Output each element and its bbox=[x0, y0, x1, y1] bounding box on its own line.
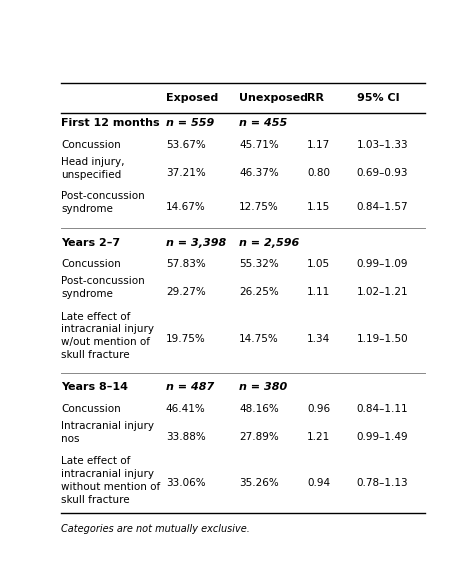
Text: 55.32%: 55.32% bbox=[239, 259, 279, 269]
Text: 26.25%: 26.25% bbox=[239, 287, 279, 297]
Text: 12.75%: 12.75% bbox=[239, 202, 279, 212]
Text: Post-concussion
syndrome: Post-concussion syndrome bbox=[61, 191, 145, 214]
Text: n = 3,398: n = 3,398 bbox=[166, 238, 226, 248]
Text: 0.84–1.57: 0.84–1.57 bbox=[357, 202, 409, 212]
Text: 95% CI: 95% CI bbox=[357, 93, 400, 103]
Text: n = 559: n = 559 bbox=[166, 118, 214, 128]
Text: 1.21: 1.21 bbox=[307, 432, 330, 442]
Text: 0.84–1.11: 0.84–1.11 bbox=[357, 404, 409, 414]
Text: Late effect of
intracranial injury
w/out mention of
skull fracture: Late effect of intracranial injury w/out… bbox=[61, 311, 154, 360]
Text: 1.03–1.33: 1.03–1.33 bbox=[357, 140, 409, 150]
Text: 35.26%: 35.26% bbox=[239, 479, 279, 489]
Text: 33.06%: 33.06% bbox=[166, 479, 205, 489]
Text: Concussion: Concussion bbox=[61, 404, 121, 414]
Text: 14.75%: 14.75% bbox=[239, 334, 279, 344]
Text: Years 8–14: Years 8–14 bbox=[61, 382, 128, 392]
Text: 29.27%: 29.27% bbox=[166, 287, 206, 297]
Text: Exposed: Exposed bbox=[166, 93, 218, 103]
Text: Unexposed: Unexposed bbox=[239, 93, 308, 103]
Text: 53.67%: 53.67% bbox=[166, 140, 206, 150]
Text: 27.89%: 27.89% bbox=[239, 432, 279, 442]
Text: First 12 months: First 12 months bbox=[61, 118, 160, 128]
Text: Intracranial injury
nos: Intracranial injury nos bbox=[61, 421, 154, 444]
Text: Categories are not mutually exclusive.: Categories are not mutually exclusive. bbox=[61, 524, 250, 534]
Text: 1.15: 1.15 bbox=[307, 202, 330, 212]
Text: Late effect of
intracranial injury
without mention of
skull fracture: Late effect of intracranial injury witho… bbox=[61, 456, 160, 504]
Text: 1.17: 1.17 bbox=[307, 140, 330, 150]
Text: 1.34: 1.34 bbox=[307, 334, 330, 344]
Text: 14.67%: 14.67% bbox=[166, 202, 206, 212]
Text: 1.05: 1.05 bbox=[307, 259, 330, 269]
Text: 37.21%: 37.21% bbox=[166, 168, 206, 178]
Text: n = 455: n = 455 bbox=[239, 118, 288, 128]
Text: 0.69–0.93: 0.69–0.93 bbox=[357, 168, 408, 178]
Text: 0.99–1.49: 0.99–1.49 bbox=[357, 432, 409, 442]
Text: 45.71%: 45.71% bbox=[239, 140, 279, 150]
Text: 33.88%: 33.88% bbox=[166, 432, 206, 442]
Text: 48.16%: 48.16% bbox=[239, 404, 279, 414]
Text: Concussion: Concussion bbox=[61, 140, 121, 150]
Text: 46.41%: 46.41% bbox=[166, 404, 206, 414]
Text: 1.02–1.21: 1.02–1.21 bbox=[357, 287, 409, 297]
Text: n = 380: n = 380 bbox=[239, 382, 288, 392]
Text: n = 487: n = 487 bbox=[166, 382, 214, 392]
Text: 57.83%: 57.83% bbox=[166, 259, 206, 269]
Text: 0.94: 0.94 bbox=[307, 479, 330, 489]
Text: RR: RR bbox=[307, 93, 324, 103]
Text: Post-concussion
syndrome: Post-concussion syndrome bbox=[61, 276, 145, 299]
Text: 0.80: 0.80 bbox=[307, 168, 330, 178]
Text: 0.99–1.09: 0.99–1.09 bbox=[357, 259, 408, 269]
Text: 46.37%: 46.37% bbox=[239, 168, 279, 178]
Text: 0.78–1.13: 0.78–1.13 bbox=[357, 479, 409, 489]
Text: n = 2,596: n = 2,596 bbox=[239, 238, 300, 248]
Text: 0.96: 0.96 bbox=[307, 404, 330, 414]
Text: Years 2–7: Years 2–7 bbox=[61, 238, 120, 248]
Text: 1.19–1.50: 1.19–1.50 bbox=[357, 334, 409, 344]
Text: 1.11: 1.11 bbox=[307, 287, 330, 297]
Text: Concussion: Concussion bbox=[61, 259, 121, 269]
Text: Head injury,
unspecified: Head injury, unspecified bbox=[61, 157, 125, 180]
Text: 19.75%: 19.75% bbox=[166, 334, 206, 344]
